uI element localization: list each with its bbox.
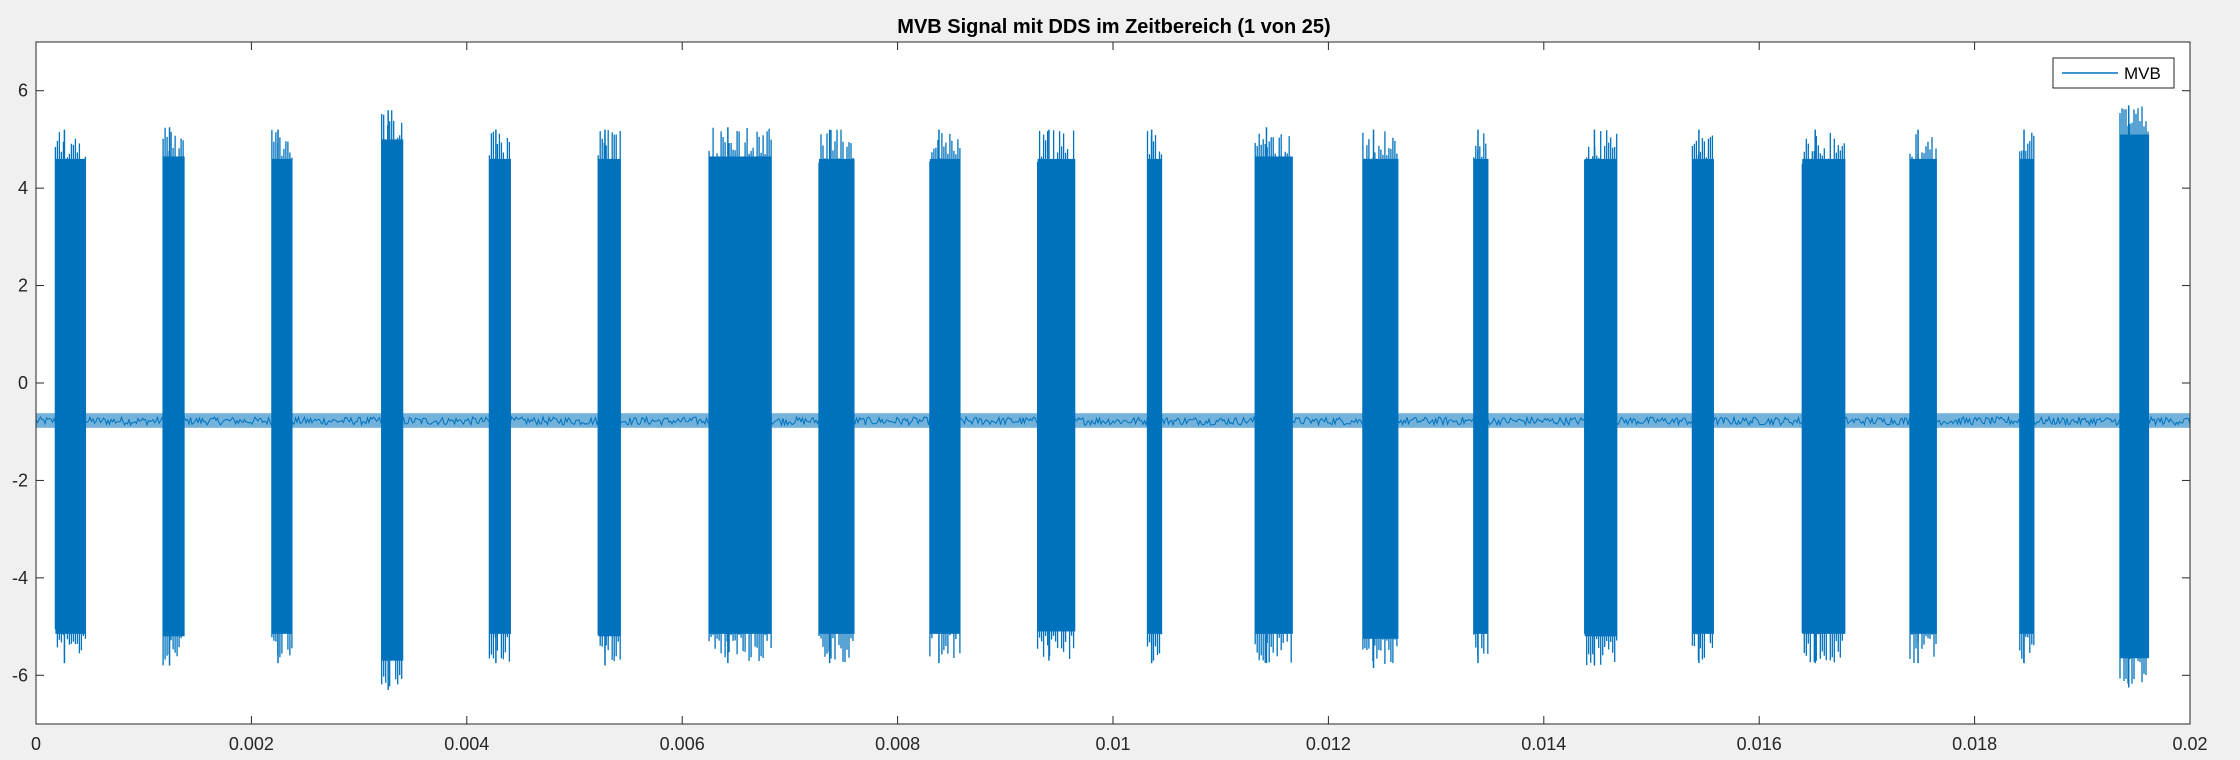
y-tick-label: -4 (12, 568, 28, 588)
signal-burst (597, 129, 621, 666)
y-tick-label: 0 (18, 373, 28, 393)
y-tick-label: -2 (12, 470, 28, 490)
signal-trace (35, 105, 2191, 690)
y-tick-label: 2 (18, 276, 28, 296)
y-tick-label: 6 (18, 81, 28, 101)
signal-burst (162, 127, 185, 666)
signal-burst (1146, 129, 1163, 664)
x-tick-label: 0 (31, 734, 41, 754)
legend[interactable]: MVB (2052, 57, 2175, 89)
x-tick-label: 0.012 (1306, 734, 1351, 754)
signal-burst (1254, 127, 1293, 664)
signal-burst (271, 129, 293, 664)
axes-box (35, 41, 2191, 725)
chart-title: MVB Signal mit DDS im Zeitbereich (1 von… (897, 16, 1330, 38)
axes-background[interactable] (36, 42, 2190, 724)
legend-entry-label: MVB (2124, 64, 2161, 83)
signal-burst (1909, 129, 1937, 664)
signal-burst (2119, 105, 2150, 688)
signal-burst (1801, 129, 1846, 664)
x-tick-label: 0.016 (1737, 734, 1782, 754)
signal-burst (381, 110, 404, 690)
x-tick-label: 0.014 (1521, 734, 1566, 754)
signal-burst (1473, 129, 1489, 664)
x-tick-label: 0.01 (1095, 734, 1130, 754)
signal-burst (2019, 129, 2035, 664)
signal-baseline-band (36, 413, 2190, 428)
x-tick-label: 0.002 (229, 734, 274, 754)
x-tick-label: 0.018 (1952, 734, 1997, 754)
x-tick-label: 0.02 (2172, 734, 2207, 754)
y-tick-label: -6 (12, 665, 28, 685)
signal-burst (1691, 129, 1714, 664)
x-tick-label: 0.004 (444, 734, 489, 754)
y-tick-label: 4 (18, 178, 28, 198)
signal-burst (1036, 129, 1076, 661)
signal-burst (708, 127, 772, 664)
axis-ticks: 0 0.002 0.004 0.006 0.008 0.01 0.012 0.014 0.016… (12, 42, 2208, 754)
signal-burst (929, 129, 961, 664)
x-tick-label: 0.006 (660, 734, 705, 754)
x-tick-label: 0.008 (875, 734, 920, 754)
signal-burst (1584, 129, 1618, 666)
signal-burst (54, 129, 87, 664)
signal-burst (818, 129, 855, 664)
signal-burst (1362, 129, 1399, 668)
signal-burst (488, 129, 511, 664)
